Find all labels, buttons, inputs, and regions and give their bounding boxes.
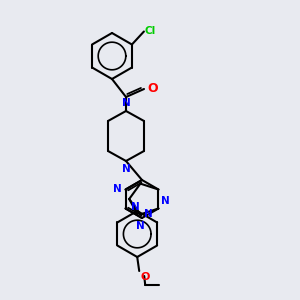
Text: N: N [144, 209, 153, 219]
Text: O: O [140, 272, 150, 282]
Text: Cl: Cl [145, 26, 156, 37]
Text: N: N [113, 184, 122, 194]
Text: N: N [136, 221, 144, 231]
Text: N: N [131, 202, 140, 212]
Text: N: N [122, 164, 130, 174]
Text: O: O [147, 82, 158, 95]
Text: N: N [122, 98, 130, 108]
Text: N: N [161, 196, 170, 206]
